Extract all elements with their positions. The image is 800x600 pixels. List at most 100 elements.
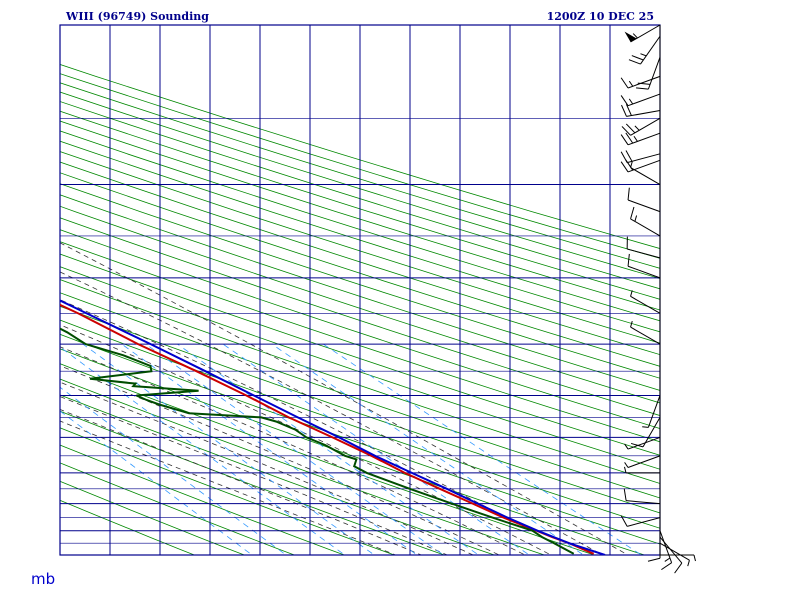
wind-barb-shaft bbox=[640, 35, 661, 65]
wind-barb-shaft bbox=[627, 199, 661, 213]
wind-barb-half-feather bbox=[628, 80, 634, 87]
wind-barb-half-feather bbox=[630, 321, 633, 328]
moist-adiabat-line bbox=[60, 346, 526, 555]
dry-adiabat-line bbox=[60, 172, 660, 367]
sounding-profiles bbox=[60, 299, 606, 555]
wind-barb-shaft bbox=[627, 248, 661, 259]
wind-barb-half-feather bbox=[624, 462, 629, 468]
wind-barb bbox=[624, 436, 661, 450]
moist-adiabat-line bbox=[60, 396, 449, 555]
moist-adiabat-line bbox=[60, 324, 552, 555]
wind-barb bbox=[624, 24, 661, 43]
wind-barb bbox=[620, 93, 661, 107]
dry-adiabat-line bbox=[60, 183, 660, 379]
wind-barb-half-feather bbox=[624, 466, 627, 474]
wind-barb-feather bbox=[630, 206, 635, 220]
mixing-ratio-line bbox=[60, 346, 346, 555]
dry-adiabat-line bbox=[60, 305, 660, 514]
dry-adiabat-line bbox=[60, 292, 660, 499]
wind-barb-feather bbox=[621, 104, 627, 117]
wind-barb-half-feather bbox=[642, 426, 649, 428]
wind-barb bbox=[620, 75, 661, 89]
wind-barb-feather bbox=[620, 95, 629, 106]
moist-adiabat-line bbox=[60, 381, 475, 555]
dry-adiabat-line bbox=[60, 73, 660, 259]
dry-adiabat-line bbox=[60, 319, 660, 529]
wind-barb-half-feather bbox=[632, 33, 638, 39]
wind-barb-feather bbox=[661, 562, 672, 571]
temperature-profile-line bbox=[60, 303, 595, 555]
wind-barb-half-feather bbox=[640, 53, 647, 57]
wind-barb-shaft bbox=[659, 542, 690, 561]
wind-barb bbox=[630, 290, 661, 314]
dry-adiabat-line bbox=[60, 140, 660, 333]
wind-barb-feather bbox=[620, 515, 628, 527]
dry-adiabat-line bbox=[60, 363, 596, 555]
wind-barb bbox=[621, 117, 661, 136]
dry-adiabat-line bbox=[60, 120, 660, 311]
wind-barb-feather bbox=[625, 150, 633, 162]
dry-adiabat-line bbox=[60, 333, 660, 545]
wind-profile bbox=[620, 24, 696, 574]
dry-adiabat-line bbox=[60, 427, 396, 555]
dry-adiabat-line bbox=[60, 462, 296, 555]
wind-barb bbox=[647, 524, 661, 562]
wind-barb bbox=[659, 542, 690, 567]
wind-barb-flag bbox=[624, 31, 637, 42]
moist-adiabat-line bbox=[60, 408, 423, 555]
wind-barb bbox=[627, 187, 661, 213]
mixing-ratio-line bbox=[145, 343, 445, 555]
wind-barb-shaft bbox=[627, 153, 661, 164]
dry-adiabat-line bbox=[60, 82, 660, 269]
wind-barb-feather bbox=[627, 253, 630, 267]
dry-adiabat-line bbox=[60, 91, 660, 279]
wind-barb-shaft bbox=[626, 110, 661, 117]
wind-barb-shaft bbox=[630, 167, 661, 185]
dry-adiabats bbox=[60, 64, 660, 555]
moist-adiabat-line bbox=[60, 365, 501, 555]
moist-adiabats bbox=[60, 242, 629, 555]
wind-barb bbox=[630, 206, 661, 237]
grid-lines bbox=[59, 24, 661, 556]
sounding-time: 1200Z 10 DEC 25 bbox=[547, 10, 654, 23]
wind-barb-half-feather bbox=[634, 215, 638, 222]
wind-barb-shaft bbox=[627, 75, 661, 89]
wind-barb bbox=[660, 554, 696, 562]
wind-barb-shaft bbox=[627, 455, 661, 468]
dry-adiabat-line bbox=[60, 499, 196, 555]
wind-barb-feather bbox=[627, 187, 630, 201]
mixing-ratio-line bbox=[222, 343, 531, 555]
dry-adiabat-line bbox=[60, 410, 446, 555]
dry-adiabat-line bbox=[60, 279, 660, 484]
dry-adiabat-line bbox=[60, 266, 660, 470]
wind-barb bbox=[642, 395, 661, 428]
wind-barb-half-feather bbox=[693, 554, 696, 562]
wind-barb bbox=[624, 466, 660, 474]
wind-barb-shaft bbox=[627, 436, 661, 450]
wind-barb-half-feather bbox=[633, 135, 638, 142]
dry-adiabat-line bbox=[60, 64, 660, 249]
dry-adiabat-line bbox=[60, 480, 246, 555]
wind-barb bbox=[621, 104, 661, 117]
dry-adiabat-line bbox=[60, 348, 646, 555]
mixing-ratio-line bbox=[323, 343, 643, 555]
wind-barb bbox=[628, 35, 661, 65]
wind-barb-shaft bbox=[647, 395, 661, 428]
wind-barb-shaft bbox=[630, 218, 661, 237]
axis-labels: mb bbox=[31, 570, 55, 588]
dry-adiabat-line bbox=[60, 101, 660, 290]
wind-barb bbox=[630, 417, 661, 448]
station-title: WIII (96749) Sounding bbox=[65, 10, 209, 23]
wind-barb bbox=[620, 132, 661, 146]
wind-barb-half-feather bbox=[634, 125, 640, 131]
wind-barb bbox=[624, 455, 661, 468]
dry-adiabat-line bbox=[60, 151, 660, 344]
dry-adiabat-line bbox=[60, 229, 660, 429]
wind-barb-feather bbox=[647, 557, 661, 562]
dewpoint-profile-line bbox=[60, 327, 575, 555]
wind-barb-feather bbox=[674, 562, 683, 574]
dry-adiabat-line bbox=[60, 378, 546, 555]
moist-adiabat-line bbox=[60, 271, 604, 555]
parcel-profile-line bbox=[60, 299, 606, 555]
wind-barb-feather bbox=[625, 123, 636, 134]
